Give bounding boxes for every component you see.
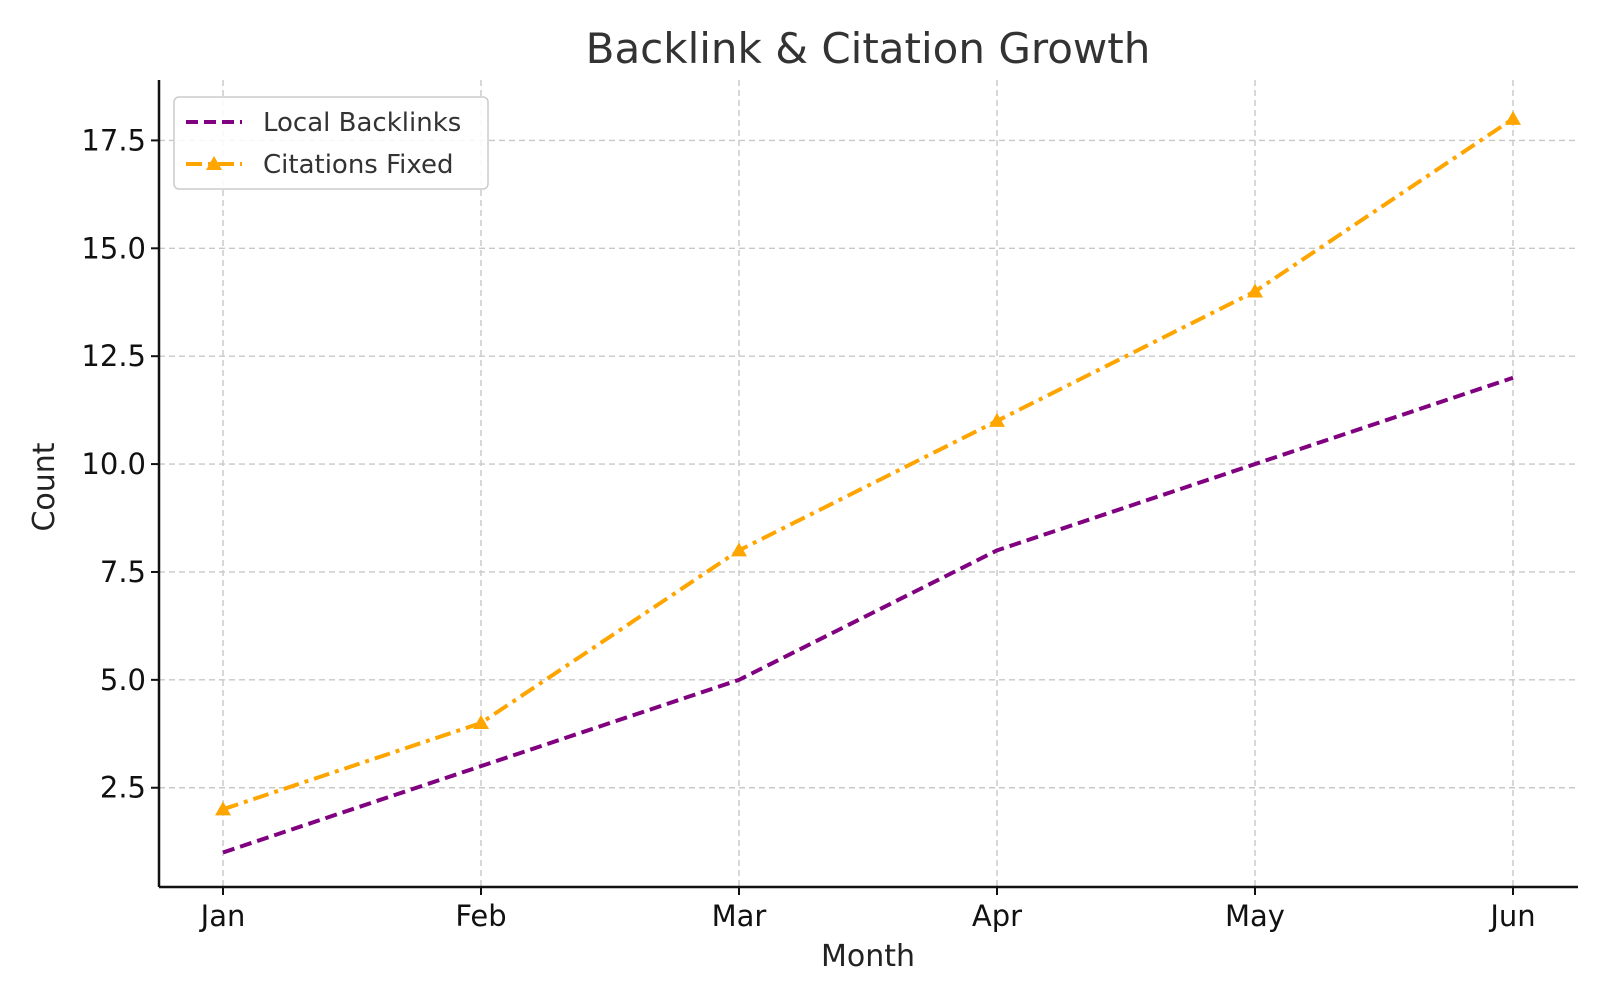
legend: Local Backlinks Citations Fixed bbox=[173, 96, 489, 190]
y-tick-label: 5.0 bbox=[100, 663, 146, 697]
data-point bbox=[1247, 283, 1263, 298]
x-tick-label: Jun bbox=[1488, 899, 1535, 933]
x-tick-label: Jan bbox=[199, 899, 246, 933]
series-citations-fixed bbox=[215, 110, 1521, 816]
x-tick-label: Feb bbox=[455, 899, 506, 933]
y-tick-label: 2.5 bbox=[100, 771, 146, 805]
x-axis-label: Month bbox=[821, 939, 915, 974]
data-point bbox=[1505, 110, 1521, 125]
y-tick-label: 15.0 bbox=[81, 231, 146, 265]
x-tick-label: Mar bbox=[712, 899, 767, 933]
y-tick-label: 12.5 bbox=[81, 339, 146, 373]
legend-label: Citations Fixed bbox=[263, 150, 454, 180]
chart-title: Backlink & Citation Growth bbox=[586, 24, 1151, 73]
series-local-backlinks bbox=[222, 375, 1514, 855]
legend-label: Local Backlinks bbox=[263, 108, 461, 138]
series-line bbox=[222, 117, 1515, 812]
grid bbox=[159, 80, 1578, 887]
legend-marker bbox=[206, 156, 222, 170]
data-point bbox=[989, 412, 1005, 427]
data-point bbox=[215, 801, 231, 816]
legend-entry: Citations Fixed bbox=[186, 150, 454, 180]
x-tick-label: Apr bbox=[972, 899, 1022, 933]
y-tick-label: 17.5 bbox=[81, 123, 146, 157]
legend-entry: Local Backlinks bbox=[186, 108, 461, 138]
axes: Jan Feb Mar Apr May Jun 2.5 5.0 7.5 10.0 12.5 15.0 1… bbox=[81, 80, 1578, 933]
x-tick-label: May bbox=[1225, 899, 1285, 933]
data-point bbox=[731, 542, 747, 557]
y-axis-label: Count bbox=[27, 442, 62, 531]
series-line bbox=[222, 375, 1514, 855]
y-tick-label: 7.5 bbox=[100, 555, 146, 589]
y-tick-label: 10.0 bbox=[81, 447, 146, 481]
data-point bbox=[473, 715, 489, 730]
series-layer bbox=[215, 110, 1521, 855]
legend-frame bbox=[173, 96, 489, 190]
